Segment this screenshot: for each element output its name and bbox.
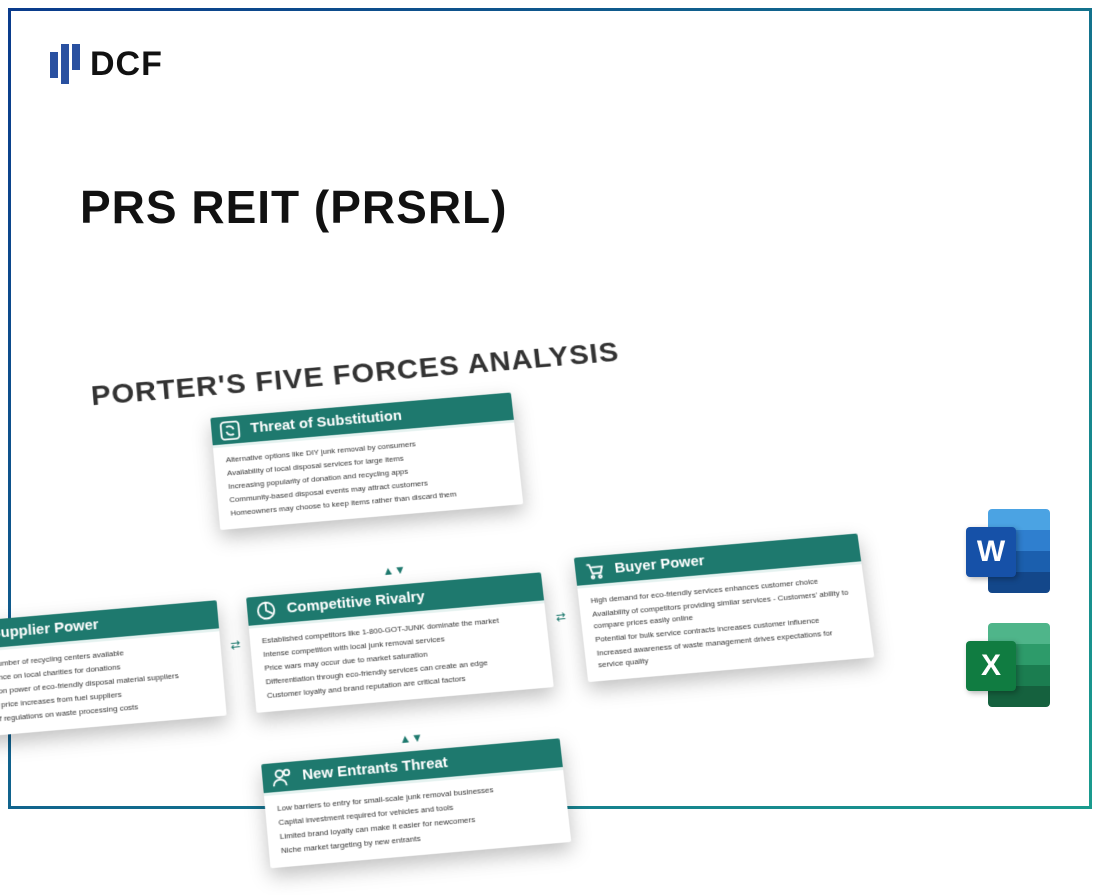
card-entrants: New Entrants Threat Low barriers to entr… <box>261 738 571 868</box>
five-forces-diagram: PORTER'S FIVE FORCES ANALYSIS Threat of … <box>0 302 869 881</box>
excel-badge: X <box>966 641 1016 691</box>
word-badge: W <box>966 527 1016 577</box>
arrow-icon: ⇄ <box>230 637 241 652</box>
logo-bars-icon <box>50 40 80 88</box>
card-title: New Entrants Threat <box>302 754 449 784</box>
refresh-icon <box>218 419 241 442</box>
page-title: PRS REIT (PRSRL) <box>80 180 507 234</box>
card-rivalry: Competitive Rivalry Established competit… <box>246 572 554 713</box>
pie-chart-icon <box>254 599 278 622</box>
card-supplier: Supplier Power Limited number of recycli… <box>0 600 227 739</box>
card-title: Threat of Substitution <box>250 408 403 437</box>
card-title: Supplier Power <box>0 616 99 642</box>
file-icons: W X <box>966 509 1050 707</box>
cart-icon <box>582 559 606 582</box>
logo: DCF <box>50 40 163 88</box>
arrow-icon: ▲▼ <box>382 563 407 578</box>
card-buyer: Buyer Power High demand for eco-friendly… <box>574 533 875 682</box>
logo-text: DCF <box>90 45 163 84</box>
word-file-icon: W <box>966 509 1050 593</box>
card-body-supplier: Limited number of recycling centers avai… <box>0 631 227 738</box>
excel-file-icon: X <box>966 623 1050 707</box>
card-title: Competitive Rivalry <box>286 588 425 616</box>
card-title: Buyer Power <box>614 553 706 577</box>
arrow-icon: ▲▼ <box>399 730 424 746</box>
card-substitution: Threat of Substitution Alternative optio… <box>210 392 523 530</box>
user-plus-icon <box>269 765 293 789</box>
arrow-icon: ⇄ <box>555 609 566 623</box>
